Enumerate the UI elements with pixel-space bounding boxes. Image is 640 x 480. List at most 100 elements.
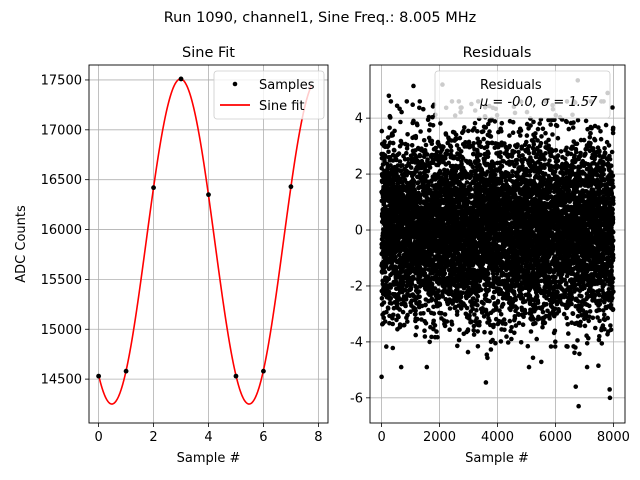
residual-point	[475, 329, 481, 334]
sine-fit-xtick-label: 0	[94, 430, 102, 445]
residual-point	[498, 154, 503, 160]
residual-point	[390, 345, 396, 351]
residual-point	[448, 288, 454, 294]
residual-point	[432, 323, 438, 328]
residual-point	[390, 132, 396, 138]
residual-point	[425, 152, 430, 157]
residual-point	[508, 295, 513, 301]
residual-point	[381, 315, 387, 321]
residual-point	[422, 334, 428, 339]
residual-point	[467, 313, 472, 318]
legend-label-sine-fit: Sine fit	[259, 99, 305, 114]
residual-point	[471, 328, 477, 333]
residual-point	[480, 129, 486, 134]
residual-point	[466, 128, 471, 134]
legend-marker-samples	[232, 81, 238, 87]
residual-point	[504, 334, 509, 339]
residual-point	[507, 143, 512, 149]
residual-point	[424, 173, 430, 179]
residual-point	[386, 291, 392, 297]
residual-point	[392, 148, 397, 153]
residual-point	[434, 329, 439, 334]
residual-point	[396, 151, 402, 156]
residual-point	[438, 121, 443, 126]
sine-fit-legend: Samples Sine fit	[213, 70, 325, 120]
residual-point	[398, 364, 404, 370]
residual-point	[500, 301, 506, 307]
residual-point	[518, 133, 523, 138]
residual-point	[404, 150, 409, 156]
residual-point	[416, 289, 422, 294]
residual-point	[514, 305, 520, 311]
residuals-title: Residuals	[463, 45, 532, 61]
residual-point	[413, 135, 419, 141]
residual-point	[385, 135, 391, 140]
residual-point	[457, 327, 462, 333]
residual-point	[429, 141, 435, 146]
residual-point	[488, 330, 493, 336]
sample-point	[178, 76, 184, 82]
residual-point	[499, 120, 505, 126]
residual-point	[462, 125, 467, 130]
residual-point	[411, 178, 417, 184]
residual-point	[415, 316, 420, 322]
residual-point	[385, 306, 391, 311]
residual-point	[498, 150, 503, 155]
sine-fit-xtick-label: 4	[204, 430, 212, 445]
residual-point	[405, 157, 411, 162]
residual-point	[472, 312, 477, 317]
residual-point	[458, 149, 464, 154]
sample-point	[233, 373, 239, 379]
residual-point	[402, 322, 407, 328]
residual-point	[431, 318, 437, 324]
residual-point	[409, 143, 415, 148]
residual-point	[486, 271, 491, 277]
sine-fit-ytick-label: 15500	[41, 273, 82, 288]
residual-point	[513, 297, 518, 303]
residual-point	[405, 142, 410, 148]
residual-point	[408, 309, 413, 315]
residual-point	[488, 134, 494, 139]
residual-point	[487, 298, 492, 304]
residual-point	[391, 182, 396, 187]
residual-point	[379, 296, 385, 301]
residual-point	[388, 115, 393, 120]
residual-point	[475, 344, 481, 349]
sine-fit-xtick-label: 6	[259, 430, 267, 445]
sample-point	[151, 185, 156, 191]
residual-point	[485, 169, 490, 174]
residual-point	[413, 332, 419, 338]
residual-point	[475, 129, 480, 134]
residual-point	[510, 119, 516, 125]
residual-point	[415, 122, 420, 128]
residual-point	[482, 329, 487, 335]
residual-point	[390, 316, 395, 321]
sine-fit-title: Sine Fit	[182, 45, 235, 61]
residual-point	[449, 322, 455, 327]
residual-point	[383, 263, 389, 269]
residual-point	[498, 339, 504, 344]
residual-point	[405, 312, 410, 318]
residual-point	[486, 276, 492, 282]
residual-point	[380, 162, 386, 167]
residual-point	[493, 340, 498, 346]
residual-point	[444, 319, 450, 324]
residual-point	[417, 153, 423, 159]
residual-point	[455, 216, 461, 222]
residual-point	[388, 296, 394, 301]
residual-point	[413, 308, 418, 313]
residual-point	[491, 295, 496, 301]
residual-point	[424, 364, 430, 370]
residual-point	[442, 323, 448, 329]
residual-point	[381, 300, 387, 305]
residual-point	[391, 312, 396, 318]
residual-point	[394, 157, 399, 163]
residual-point	[501, 317, 507, 322]
residual-point	[448, 144, 454, 150]
residual-point	[492, 119, 498, 124]
residual-point	[476, 158, 481, 164]
residual-point	[427, 165, 433, 170]
residual-point	[411, 183, 416, 188]
figure-suptitle: Run 1090, channel1, Sine Freq.: 8.005 MH…	[164, 10, 477, 26]
